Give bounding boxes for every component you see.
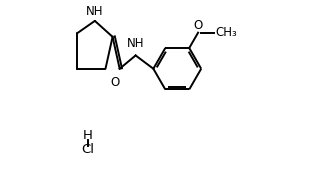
Text: CH₃: CH₃ (215, 26, 237, 39)
Text: O: O (193, 19, 203, 32)
Text: Cl: Cl (81, 143, 94, 156)
Text: NH: NH (127, 37, 144, 50)
Text: NH: NH (86, 5, 104, 18)
Text: O: O (110, 76, 119, 89)
Text: H: H (83, 129, 93, 142)
